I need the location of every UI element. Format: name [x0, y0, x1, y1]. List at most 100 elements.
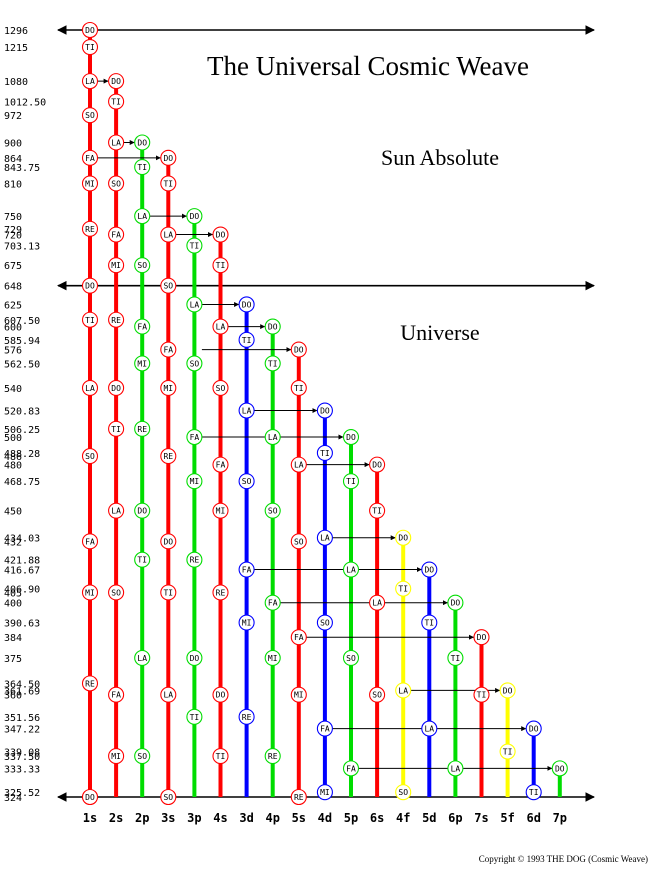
- column-label: 4p: [265, 811, 279, 825]
- note-circle: [290, 533, 307, 550]
- note-circle: [316, 784, 333, 801]
- note-label: SO: [137, 261, 147, 270]
- note-label: LA: [137, 654, 147, 663]
- note-circle: [108, 134, 125, 151]
- note-circle: [238, 402, 255, 419]
- note-label: DO: [163, 154, 173, 163]
- note-label: SO: [163, 282, 173, 291]
- note-circle: [290, 788, 307, 806]
- note-label: MI: [111, 752, 121, 761]
- note-circle: [290, 341, 307, 358]
- note-label: DO: [294, 346, 304, 355]
- column-label: 5d: [422, 811, 436, 825]
- note-circle: [369, 456, 386, 473]
- note-circle: [264, 355, 281, 372]
- note-label: FA: [294, 633, 304, 642]
- note-circle: [186, 208, 203, 225]
- note-circle: [134, 158, 151, 176]
- note-label: FA: [216, 461, 226, 470]
- note-circle: [525, 720, 542, 737]
- note-circle: [238, 708, 255, 725]
- note-label: FA: [85, 537, 95, 546]
- note-label: FA: [190, 433, 200, 442]
- note-label: SO: [268, 507, 278, 516]
- note-label: DO: [555, 764, 565, 773]
- note-circle: [134, 318, 151, 335]
- note-label: DO: [216, 231, 226, 240]
- note-circle: [160, 149, 177, 166]
- note-label: MI: [320, 788, 330, 797]
- note-circle: [395, 784, 412, 801]
- column-label: 3p: [187, 811, 201, 825]
- note-label: MI: [163, 384, 173, 393]
- note-label: DO: [111, 384, 121, 393]
- note-circle: [160, 379, 177, 396]
- note-label: MI: [216, 507, 226, 516]
- note-label: LA: [320, 534, 330, 543]
- note-label: RE: [190, 556, 200, 565]
- note-label: LA: [242, 407, 252, 416]
- note-label: FA: [111, 691, 121, 700]
- y-tick-label: 607.50: [4, 316, 40, 327]
- note-label: TI: [190, 242, 200, 251]
- y-tick-label: 325.52: [4, 788, 40, 799]
- y-tick-label: 520.83: [4, 407, 40, 418]
- y-tick-label: 364.50: [4, 679, 40, 690]
- note-circle: [81, 533, 99, 550]
- y-tick-label: 468.75: [4, 477, 40, 488]
- note-label: LA: [190, 300, 200, 309]
- note-circle: [160, 686, 177, 703]
- note-label: RE: [294, 793, 304, 802]
- note-circle: [316, 720, 333, 737]
- note-circle: [395, 580, 412, 597]
- sun-absolute-label: Sun Absolute: [381, 145, 499, 170]
- note-circle: [238, 473, 255, 490]
- y-tick-label: 351.56: [4, 713, 40, 724]
- column-label: 6p: [448, 811, 462, 825]
- note-circle: [81, 21, 99, 39]
- note-circle: [108, 73, 125, 90]
- note-label: TI: [477, 691, 487, 700]
- y-tick-label: 625: [4, 300, 22, 311]
- note-circle: [290, 379, 307, 396]
- note-circle: [212, 226, 229, 243]
- note-label: SO: [111, 588, 121, 597]
- note-label: TI: [294, 384, 304, 393]
- note-label: LA: [451, 764, 461, 773]
- note-label: TI: [320, 449, 330, 458]
- note-circle: [134, 355, 151, 372]
- copyright-text: Copyright © 1993 THE DOG (Cosmic Weave): [479, 854, 648, 864]
- y-tick-label: 360: [4, 691, 22, 702]
- note-circle: [108, 93, 125, 110]
- note-label: LA: [346, 566, 356, 575]
- note-label: MI: [111, 261, 121, 270]
- diagram-title: The Universal Cosmic Weave: [207, 51, 529, 81]
- note-label: RE: [85, 225, 95, 234]
- note-label: TI: [190, 713, 200, 722]
- note-circle: [316, 444, 333, 461]
- column-label: 7p: [553, 811, 567, 825]
- note-label: MI: [137, 359, 147, 368]
- note-circle: [134, 502, 151, 519]
- note-label: LA: [111, 507, 121, 516]
- note-circle: [134, 649, 151, 666]
- note-label: SO: [190, 359, 200, 368]
- y-tick-label: 347.22: [4, 725, 40, 736]
- note-circle: [264, 594, 281, 611]
- note-circle: [186, 355, 203, 372]
- note-label: FA: [163, 346, 173, 355]
- note-label: DO: [424, 566, 434, 575]
- note-label: DO: [372, 461, 382, 470]
- note-label: TI: [346, 477, 356, 486]
- note-circle: [160, 788, 177, 806]
- note-label: SO: [163, 793, 173, 802]
- note-label: SO: [111, 179, 121, 188]
- y-tick-label: 390.63: [4, 619, 40, 630]
- note-circle: [108, 420, 125, 437]
- note-label: SO: [85, 111, 95, 120]
- note-label: FA: [111, 231, 121, 240]
- y-tick-label: 405: [4, 588, 22, 599]
- note-circle: [447, 594, 464, 611]
- note-circle: [186, 296, 203, 313]
